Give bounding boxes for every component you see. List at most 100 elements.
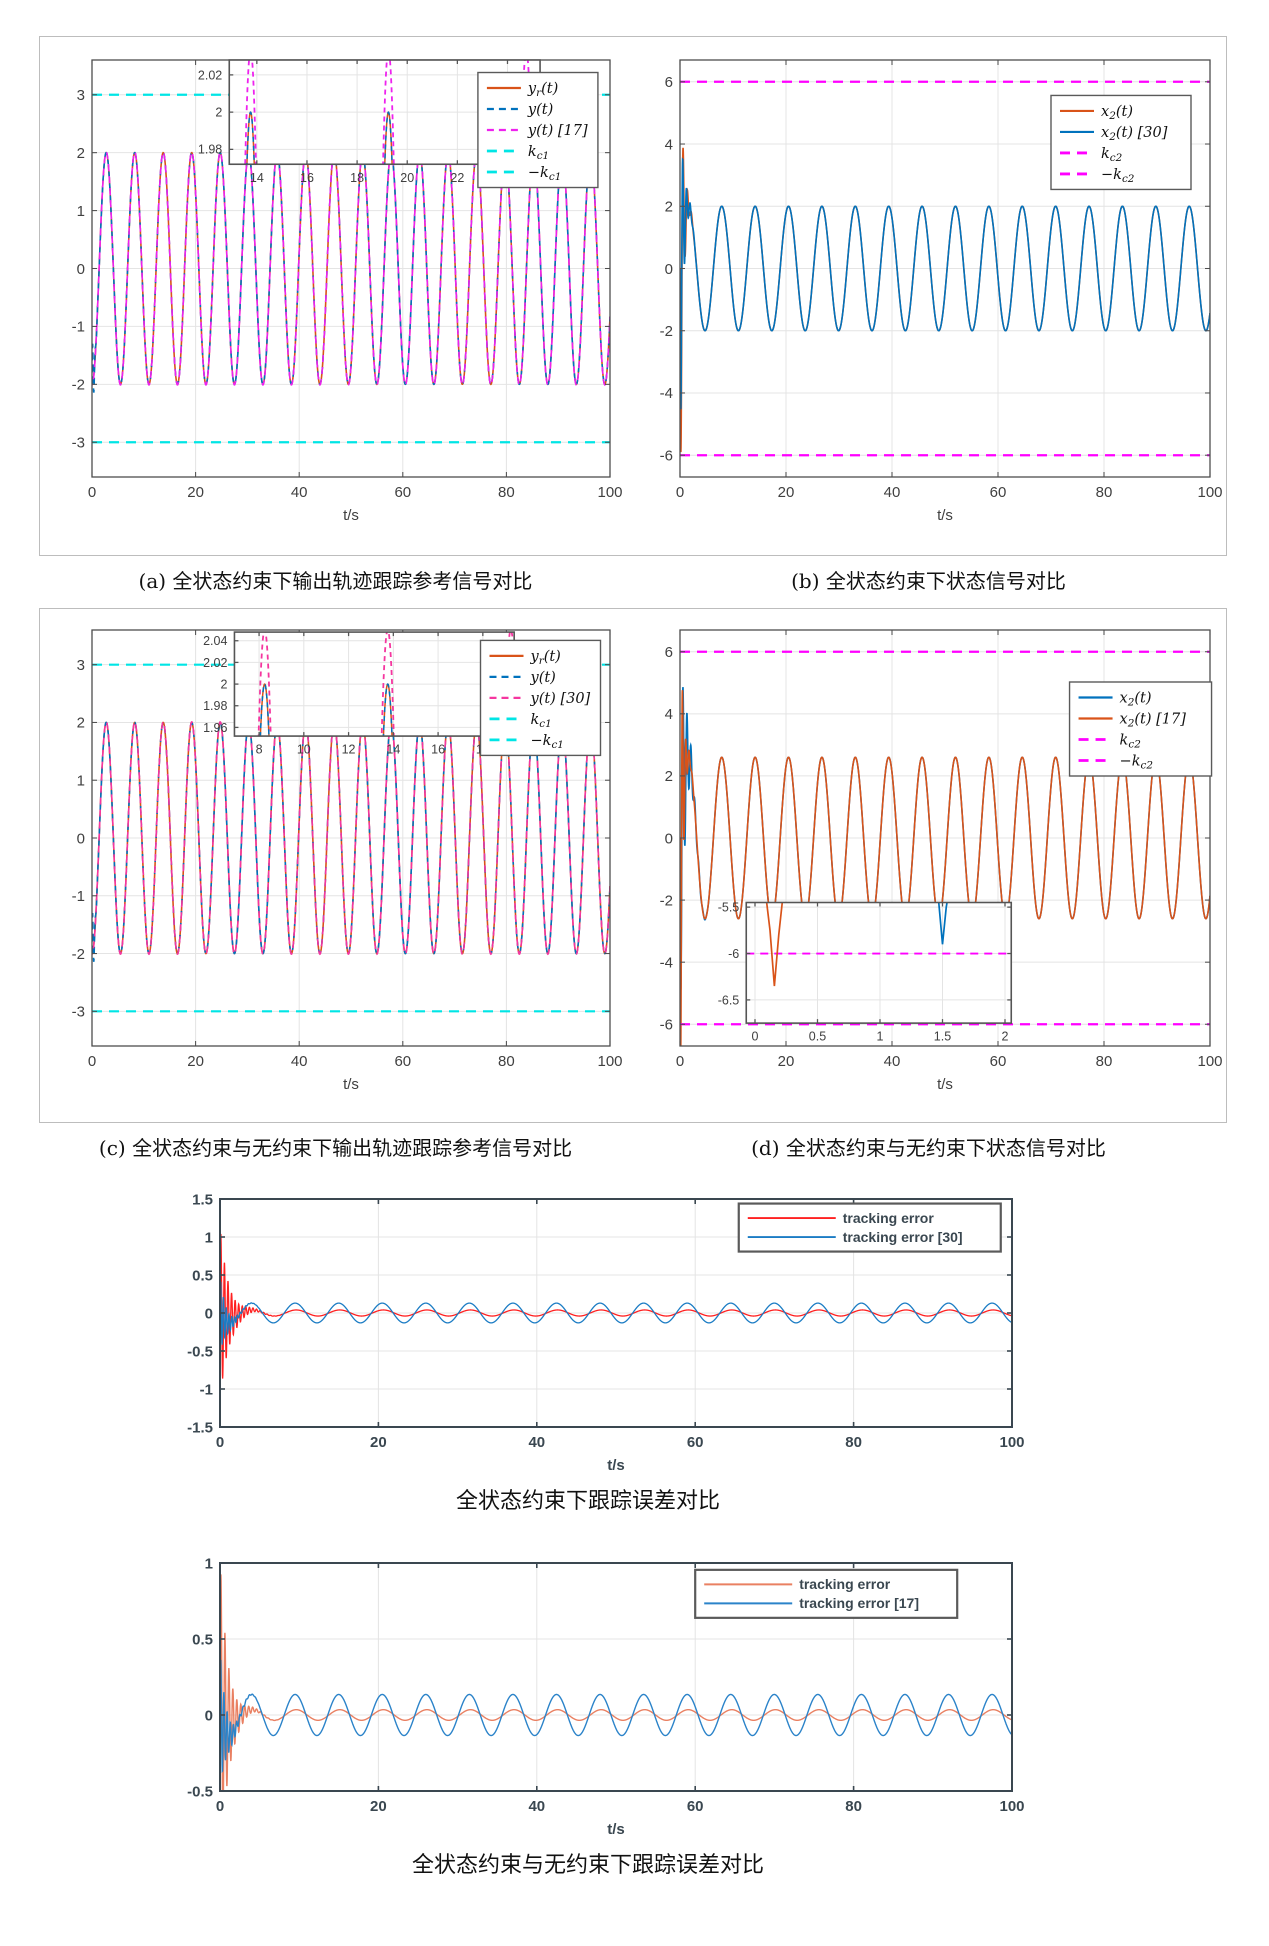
series-tracking error — [220, 1574, 1012, 1791]
svg-text:100: 100 — [999, 1798, 1024, 1815]
svg-text:-4: -4 — [660, 954, 673, 971]
svg-text:40: 40 — [291, 1053, 308, 1070]
svg-text:-4: -4 — [660, 385, 673, 402]
svg-text:100: 100 — [597, 1053, 622, 1070]
svg-text:100: 100 — [999, 1434, 1024, 1451]
tick-labels: 0 0.5 1 1.5 2 -6.5 -6 -5.5 — [718, 900, 1009, 1043]
series-tracking error [17] — [220, 1659, 1012, 1774]
svg-text:0: 0 — [752, 1030, 759, 1044]
svg-text:60: 60 — [394, 484, 411, 501]
svg-text:3: 3 — [77, 87, 85, 104]
svg-text:-6: -6 — [660, 1017, 673, 1034]
svg-text:2: 2 — [665, 768, 673, 785]
caption-row-ab: (a) 全状态约束下输出轨迹跟踪参考信号对比 (b) 全状态约束下状态信号对比 — [39, 565, 1225, 594]
legend-label: x2(t) [17] — [1120, 712, 1187, 730]
svg-text:2: 2 — [665, 199, 673, 216]
svg-text:-6: -6 — [660, 447, 673, 464]
legend-label: kc1 — [531, 712, 552, 730]
svg-text:2: 2 — [220, 677, 227, 691]
svg-text:0: 0 — [88, 484, 96, 501]
legend-label: x2(t) — [1120, 691, 1152, 709]
svg-text:6: 6 — [665, 74, 673, 91]
svg-text:1: 1 — [877, 1030, 884, 1044]
svg-text:1: 1 — [77, 772, 85, 789]
svg-text:1.96: 1.96 — [203, 721, 227, 735]
svg-text:22: 22 — [450, 171, 464, 185]
svg-text:4: 4 — [665, 706, 673, 723]
legend-label: y(t) — [530, 670, 556, 686]
x-axis-label: t/s — [607, 1457, 625, 1474]
svg-text:1.98: 1.98 — [198, 143, 222, 157]
svg-text:0: 0 — [77, 261, 85, 278]
svg-text:20: 20 — [370, 1798, 387, 1815]
legend-label: kc2 — [1101, 146, 1123, 164]
series-y(t) [30] — [92, 720, 610, 956]
legend-label: y(t) — [527, 102, 553, 118]
svg-text:80: 80 — [845, 1798, 862, 1815]
legend: x2(t) x2(t) [30] kc2 −kc2 — [1050, 94, 1192, 191]
x-axis-label: t/s — [607, 1821, 625, 1838]
chart-state-signals-constrained: 0 20 40 60 80 100 -6 -4 -2 0 2 4 6 t/s x2(t) x2(t) [30]… — [660, 59, 1223, 524]
caption-b: (b) 全状态约束下状态信号对比 — [791, 569, 1066, 593]
legend-label: kc2 — [1120, 733, 1142, 751]
svg-text:60: 60 — [687, 1434, 704, 1451]
svg-text:60: 60 — [394, 1053, 411, 1070]
legend-label: tracking error — [843, 1210, 935, 1226]
series-points — [765, 902, 784, 987]
svg-text:40: 40 — [528, 1434, 545, 1451]
svg-text:-1: -1 — [200, 1381, 213, 1398]
series-tracking error — [220, 1233, 1012, 1379]
legend-label: kc1 — [528, 144, 549, 162]
inset-d: 0 0.5 1 1.5 2 -6.5 -6 -5.5 — [718, 900, 1013, 1044]
svg-text:0: 0 — [676, 1053, 684, 1070]
svg-text:-3: -3 — [72, 435, 85, 452]
caption-f: 全状态约束与无约束下跟踪误差对比 — [411, 1853, 764, 1878]
caption-d: (d) 全状态约束与无约束下状态信号对比 — [751, 1136, 1106, 1160]
grid — [234, 632, 515, 737]
legend: tracking error tracking error [30] — [737, 1202, 1002, 1253]
legend-label: yr(t) — [530, 649, 561, 667]
caption-row-cd: (c) 全状态约束与无约束下输出轨迹跟踪参考信号对比 (d) 全状态约束与无约束… — [39, 1132, 1225, 1161]
svg-text:-5.5: -5.5 — [718, 900, 740, 914]
x-axis-label: t/s — [937, 507, 953, 524]
svg-text:80: 80 — [498, 1053, 515, 1070]
chart-e-wrapper: 0 20 40 60 80 100 -1.5 -1 -0.5 0 0.5 1 1.5 t/s trackin… — [148, 1185, 1028, 1475]
svg-text:100: 100 — [1197, 484, 1222, 501]
x-axis-label: t/s — [937, 1076, 953, 1093]
svg-text:100: 100 — [597, 484, 622, 501]
svg-text:2: 2 — [215, 106, 222, 120]
svg-text:0.5: 0.5 — [192, 1267, 213, 1284]
svg-text:-6: -6 — [728, 947, 739, 961]
svg-text:14: 14 — [250, 171, 264, 185]
svg-text:40: 40 — [884, 484, 901, 501]
caption-a: (a) 全状态约束下输出轨迹跟踪参考信号对比 — [138, 569, 533, 593]
svg-text:20: 20 — [400, 171, 414, 185]
series-points — [937, 902, 948, 945]
svg-text:1: 1 — [205, 1229, 213, 1246]
svg-text:2: 2 — [77, 715, 85, 732]
svg-text:-2: -2 — [660, 323, 673, 340]
svg-text:20: 20 — [778, 1053, 795, 1070]
legend-label: −kc1 — [531, 733, 564, 751]
svg-text:16: 16 — [431, 743, 445, 757]
svg-text:60: 60 — [990, 484, 1007, 501]
svg-text:0: 0 — [665, 261, 673, 278]
svg-text:20: 20 — [187, 1053, 204, 1070]
svg-text:40: 40 — [291, 484, 308, 501]
legend-label: yr(t) — [527, 81, 558, 99]
legend-label: x2(t) — [1101, 104, 1133, 122]
svg-text:20: 20 — [370, 1434, 387, 1451]
svg-text:1: 1 — [205, 1555, 213, 1572]
grid — [746, 902, 1012, 1024]
svg-text:0.5: 0.5 — [192, 1631, 213, 1648]
caption-c: (c) 全状态约束与无约束下输出轨迹跟踪参考信号对比 — [98, 1136, 573, 1160]
legend-label: tracking error — [799, 1576, 891, 1592]
series-x_2(t) [30] — [680, 157, 1210, 410]
svg-text:0: 0 — [77, 830, 85, 847]
svg-text:-2: -2 — [72, 946, 85, 963]
svg-text:12: 12 — [342, 743, 356, 757]
